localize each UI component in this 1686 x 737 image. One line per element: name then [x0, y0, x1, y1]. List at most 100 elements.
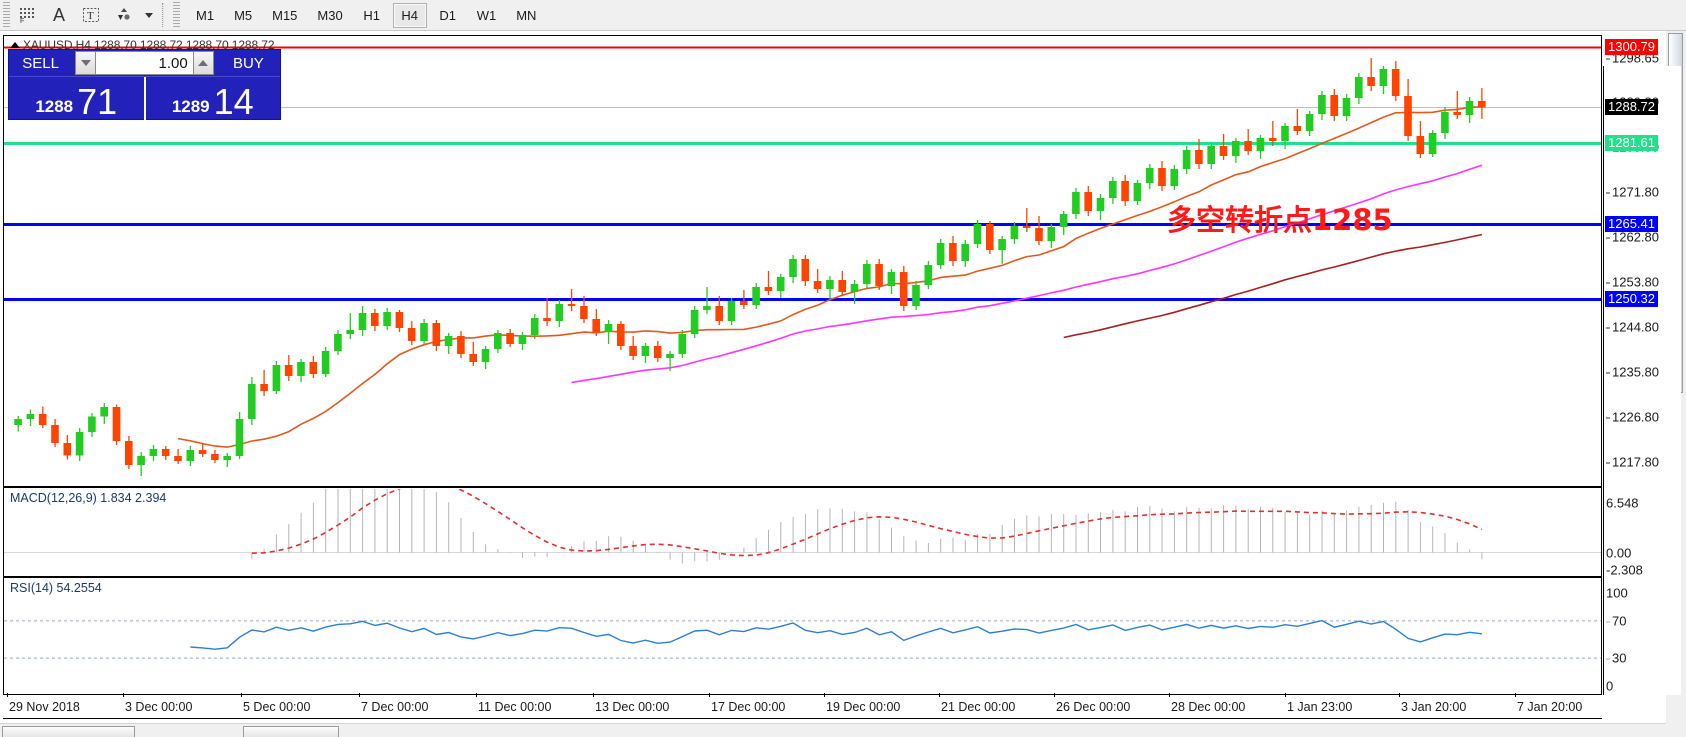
timeframe-button-m30[interactable]: M30 — [317, 7, 343, 23]
candle — [506, 333, 514, 344]
price-tick-1262.80: 1262.80 — [1606, 230, 1659, 245]
timeframe-button-m1[interactable]: M1 — [196, 7, 215, 23]
objects-icon[interactable] — [108, 2, 138, 29]
candle — [629, 346, 637, 356]
candle — [690, 310, 699, 334]
text-box-icon[interactable]: T — [76, 2, 106, 29]
time-tick-mark — [1054, 693, 1055, 697]
candle — [63, 443, 72, 456]
rsi-pane[interactable] — [4, 579, 1601, 694]
candle — [334, 334, 342, 351]
candle — [764, 287, 773, 291]
candle — [813, 281, 822, 289]
time-tick-mark — [824, 693, 825, 697]
volume-decrease-button[interactable] — [75, 51, 97, 75]
candle — [1121, 181, 1129, 201]
chart-expand-icon[interactable] — [10, 42, 20, 48]
time-tick: 17 Dec 00:00 — [711, 700, 786, 714]
candle — [1170, 169, 1179, 186]
candle — [211, 454, 219, 460]
one-click-trading-panel[interactable]: SELL 1.00 BUY 1288 71 1289 14 — [8, 49, 281, 120]
candle — [863, 264, 871, 284]
candle — [235, 419, 244, 456]
candle — [1022, 226, 1031, 228]
volume-stepper[interactable]: 1.00 — [75, 51, 214, 75]
macd-pane[interactable] — [4, 489, 1601, 576]
candle — [1465, 101, 1474, 115]
candle — [592, 319, 600, 332]
main-toolbar: F A T M1 M5 M15 M30 H1 H4 D1 W1 MN — [0, 0, 1686, 31]
chart-symbol-text: XAUUSD,H4 1288.70 1288.72 1288.70 1288.7… — [23, 38, 275, 52]
volume-increase-button[interactable] — [192, 51, 214, 75]
candle — [297, 362, 305, 376]
pane-divider-macd — [4, 486, 1601, 488]
candle — [1010, 226, 1019, 239]
scroll-thumb-left[interactable] — [2, 726, 135, 737]
chart-frame[interactable]: XAUUSD,H4 1288.70 1288.72 1288.70 1288.7… — [3, 35, 1602, 695]
time-tick: 3 Dec 00:00 — [125, 700, 193, 714]
candle — [223, 456, 231, 460]
timeframe-button-w1[interactable]: W1 — [476, 7, 497, 23]
timeframe-button-d1[interactable]: D1 — [439, 7, 457, 23]
objects-dropdown-icon[interactable] — [140, 2, 156, 29]
timeframe-button-mn[interactable]: MN — [516, 7, 537, 23]
time-tick-mark — [1399, 693, 1400, 697]
candle — [1035, 228, 1043, 241]
candle — [1072, 192, 1080, 214]
macd-plot — [4, 489, 1601, 564]
timeframe-button-m5[interactable]: M5 — [234, 7, 253, 23]
time-tick-mark — [241, 693, 242, 697]
time-tick: 11 Dec 00:00 — [478, 700, 552, 714]
candle — [530, 318, 539, 335]
price-tick-1253.80: 1253.80 — [1606, 275, 1659, 290]
candle — [14, 419, 22, 425]
candle — [998, 239, 1006, 250]
time-tick: 7 Dec 00:00 — [361, 700, 429, 714]
volume-input[interactable]: 1.00 — [96, 51, 193, 75]
candle — [1232, 141, 1240, 156]
candle — [1133, 183, 1142, 201]
sell-label[interactable]: SELL — [22, 54, 59, 72]
rsi-label: RSI(14) 54.2554 — [10, 581, 102, 595]
time-tick: 28 Dec 00:00 — [1171, 700, 1246, 714]
macd-label: MACD(12,26,9) 1.834 2.394 — [10, 491, 167, 505]
candle — [1195, 150, 1203, 164]
buy-label[interactable]: BUY — [232, 54, 264, 72]
timeframe-grip[interactable] — [173, 2, 180, 28]
candle — [875, 264, 883, 286]
candle — [198, 450, 207, 454]
price-tick-1235.80: 1235.80 — [1606, 365, 1659, 380]
price-badge-level-line: 1250.32 — [1605, 291, 1658, 308]
toolbar-grip[interactable] — [3, 2, 10, 28]
price-tick-1244.80: 1244.80 — [1606, 320, 1659, 335]
candle — [776, 277, 785, 291]
crosshair-f-icon[interactable]: F — [12, 2, 42, 29]
candle — [1207, 146, 1215, 164]
candle — [1404, 96, 1412, 136]
candle — [395, 312, 404, 328]
candle — [38, 414, 47, 425]
price-scale-axis[interactable]: 1298.651289.801280.801271.801262.801253.… — [1603, 39, 1681, 695]
text-label-icon[interactable]: A — [52, 4, 65, 25]
horizontal-scrollbar[interactable] — [0, 723, 1686, 737]
scroll-thumb-right[interactable] — [243, 726, 339, 737]
candle — [1047, 227, 1056, 241]
sell-price-int: 1288 — [35, 97, 74, 116]
candle — [112, 407, 121, 441]
timeframe-button-h4[interactable]: H4 — [392, 2, 427, 28]
time-scale-axis[interactable]: 29 Nov 2018 3 Dec 00:00 5 Dec 00:00 7 Dec 0… — [3, 693, 1602, 719]
timeframe-button-h1[interactable]: H1 — [363, 7, 381, 23]
candle — [494, 333, 502, 349]
candle — [826, 280, 834, 289]
buy-button[interactable]: 1289 14 — [143, 77, 281, 120]
rsi-scale-30: 30 — [1606, 651, 1626, 666]
candle — [653, 346, 662, 358]
macd-scale-0.00: 0.00 — [1606, 545, 1632, 561]
timeframe-button-m15[interactable]: M15 — [272, 7, 298, 23]
sell-button[interactable]: 1288 71 — [9, 77, 144, 120]
macd-scale--2.308: -2.308 — [1606, 562, 1643, 578]
candle — [284, 365, 293, 376]
time-tick-mark — [709, 693, 710, 697]
time-tick-mark — [939, 693, 940, 697]
candle — [1355, 77, 1363, 98]
